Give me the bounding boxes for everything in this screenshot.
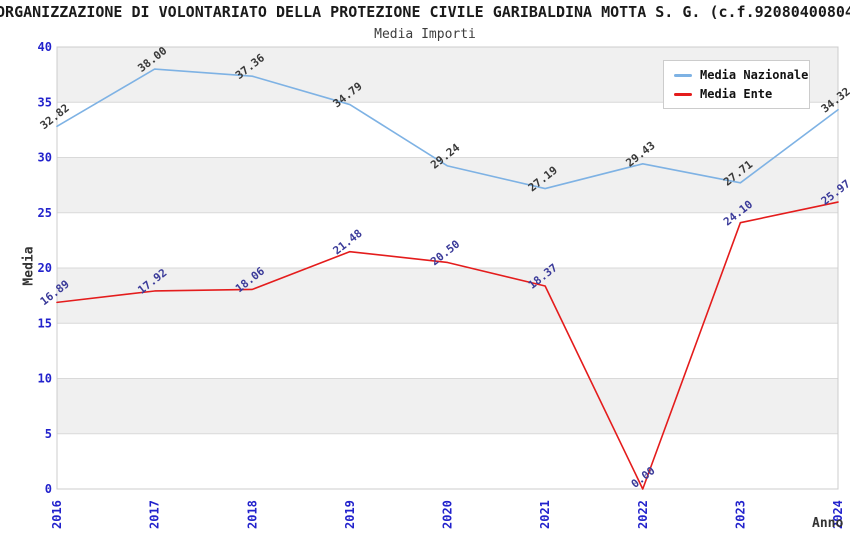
legend-label-media-nazionale: Media Nazionale <box>700 68 809 82</box>
legend-item-media-nazionale: Media Nazionale <box>674 68 808 82</box>
svg-text:15: 15 <box>38 316 52 330</box>
legend-label-media-ente: Media Ente <box>700 87 773 101</box>
svg-text:2022: 2022 <box>636 500 650 529</box>
svg-text:2017: 2017 <box>148 500 162 529</box>
legend: Media Nazionale Media Ente <box>663 60 810 109</box>
svg-text:5: 5 <box>45 427 52 441</box>
svg-text:2016: 2016 <box>50 500 64 529</box>
x-axis-title: Anno <box>812 516 844 531</box>
svg-text:2020: 2020 <box>441 500 455 529</box>
svg-text:20.50: 20.50 <box>428 238 462 269</box>
svg-text:2018: 2018 <box>245 500 259 529</box>
svg-text:30: 30 <box>38 151 52 165</box>
svg-text:0: 0 <box>45 482 52 496</box>
media-ente-line-swatch <box>674 92 692 96</box>
y-axis-title: Media <box>21 246 37 286</box>
chart-subtitle: Media Importi <box>374 27 476 42</box>
svg-text:2021: 2021 <box>538 500 552 529</box>
legend-item-media-ente: Media Ente <box>674 87 799 101</box>
svg-text:10: 10 <box>38 372 52 386</box>
svg-text:2019: 2019 <box>343 500 357 529</box>
svg-text:20: 20 <box>38 261 52 275</box>
svg-text:40: 40 <box>38 40 52 54</box>
svg-text:2023: 2023 <box>733 500 747 529</box>
media-nazionale-line-swatch <box>674 73 692 77</box>
chart-title: ORGANIZZAZIONE DI VOLONTARIATO DELLA PRO… <box>0 3 850 21</box>
svg-text:2024: 2024 <box>831 500 845 529</box>
svg-text:35: 35 <box>38 95 52 109</box>
svg-text:25: 25 <box>38 206 52 220</box>
